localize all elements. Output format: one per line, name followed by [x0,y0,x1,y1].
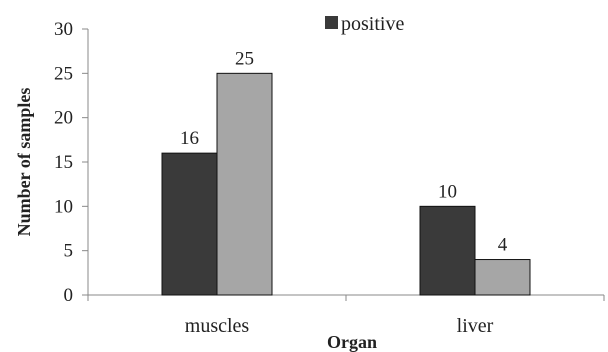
bar-muscles-series1 [161,152,218,296]
y-tick-label-5: 5 [64,241,74,262]
y-tick-label-30: 30 [54,19,73,40]
legend-swatch-positive [325,16,338,29]
bar-liver-series1 [419,205,476,296]
data-label-liver-series1: 10 [438,181,457,202]
legend: positive [325,13,404,35]
y-axis-title: Number of samples [14,88,34,237]
data-label-liver-series2: 4 [498,235,508,256]
x-axis-title: Organ [327,332,377,352]
x-tick-label-liver: liver [457,315,494,337]
data-label-muscles-series1: 16 [180,128,199,149]
y-tick-label-15: 15 [54,152,73,173]
y-tick-label-10: 10 [54,196,73,217]
bar-muscles-series2 [216,72,273,296]
x-tick-label-muscles: muscles [185,315,250,337]
bars [161,72,531,296]
y-tick-label-0: 0 [64,285,74,306]
bar-liver-series2 [474,259,531,296]
legend-label-positive: positive [341,13,404,35]
labels: 16 25 muscles 10 4 liver [180,48,508,337]
y-tick-label-25: 25 [54,63,73,84]
y-tick-label-20: 20 [54,108,73,129]
data-label-muscles-series2: 25 [235,48,254,69]
